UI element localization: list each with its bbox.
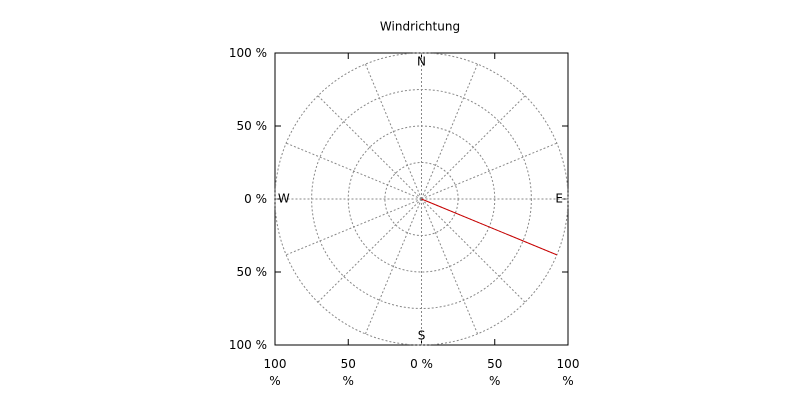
chart-title: Windrichtung: [380, 20, 460, 34]
grid-spoke: [421, 198, 526, 303]
compass-label: W: [278, 192, 290, 206]
grid-spoke: [421, 63, 479, 200]
x-tick-label: 0 %: [410, 357, 433, 371]
grid-spoke: [421, 198, 479, 335]
x-tick-label: 100 %: [263, 357, 287, 388]
grid-spoke: [285, 142, 422, 200]
grid-spoke: [421, 95, 526, 200]
x-tick-label: 50 %: [340, 357, 356, 388]
compass-label: E: [555, 192, 563, 206]
compass-label: S: [418, 329, 426, 343]
x-tick-label: 50 %: [487, 357, 503, 388]
y-tick-label: 50 %: [236, 265, 268, 279]
wind-vector: [421, 198, 558, 256]
y-tick-label: 50 %: [236, 119, 268, 133]
grid-spoke: [364, 198, 422, 335]
grid-spoke: [317, 198, 422, 303]
y-tick-label: 100 %: [228, 46, 267, 60]
y-tick-label: 0 %: [244, 192, 267, 206]
x-tick-label: 100 %: [556, 357, 580, 388]
y-tick-label: 100 %: [228, 338, 267, 352]
grid-spoke: [421, 142, 558, 200]
grid-spoke: [285, 198, 422, 256]
compass-label: N: [417, 54, 426, 68]
grid-spoke: [364, 63, 422, 200]
grid-spoke: [317, 95, 422, 200]
